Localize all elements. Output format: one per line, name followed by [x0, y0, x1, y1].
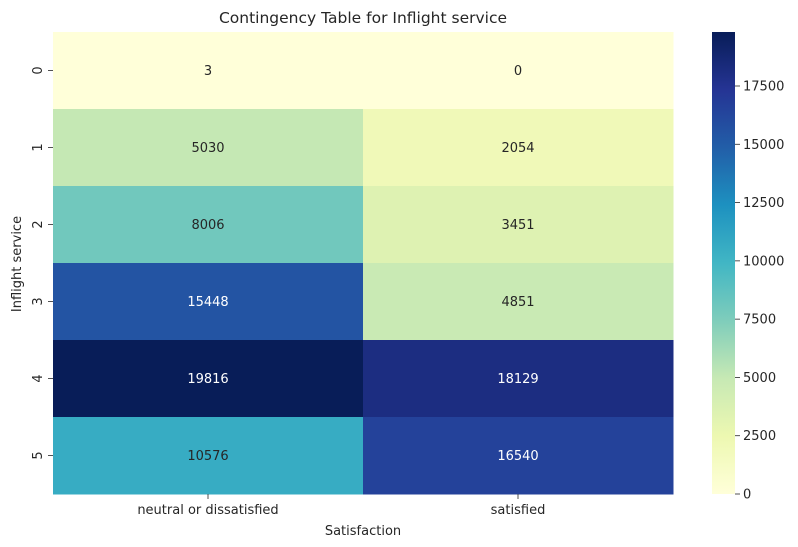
heatmap-cell: [363, 109, 674, 187]
colorbar-tick-label: 2500: [743, 429, 776, 444]
cell-value-label: 3451: [501, 218, 534, 233]
heatmap-cell: [53, 32, 364, 110]
cell-value-labels: 3 0 5030 2054 8006 3451 15448 4851 19816 18129 105…: [187, 64, 538, 464]
cell-value-label: 5030: [191, 141, 224, 156]
y-tick-label: 4: [31, 374, 46, 382]
y-tick-label: 0: [31, 66, 46, 74]
colorbar-tick-label: 15000: [743, 138, 784, 153]
heatmap-cell: [53, 340, 364, 418]
y-axis-ticks: 0 1 2 3 4 5: [31, 66, 53, 460]
cell-value-label: 10576: [187, 449, 228, 464]
colorbar-tick-label: 17500: [743, 79, 784, 94]
heatmap-cell: [53, 417, 364, 495]
heatmap-cell: [363, 263, 674, 341]
colorbar-tick-label: 10000: [743, 254, 784, 269]
cell-value-label: 16540: [497, 449, 538, 464]
heatmap-cell: [363, 340, 674, 418]
heatmap-cells: [53, 32, 674, 495]
cell-value-label: 8006: [191, 218, 224, 233]
cell-value-label: 2054: [501, 141, 534, 156]
colorbar-ticks: 0 2500 5000 7500 10000 12500 15000 17500: [735, 79, 784, 503]
y-tick-label: 3: [31, 297, 46, 305]
colorbar-tick-label: 0: [743, 488, 751, 503]
x-tick-label: satisfied: [491, 503, 546, 518]
colorbar-tick-label: 5000: [743, 371, 776, 386]
y-axis-label: Inflight service: [10, 216, 25, 312]
x-axis-ticks: neutral or dissatisfied satisfied: [137, 494, 545, 518]
colorbar-tick-label: 12500: [743, 196, 784, 211]
x-tick-label: neutral or dissatisfied: [137, 503, 278, 518]
y-tick-label: 5: [31, 451, 46, 459]
x-axis-label: Satisfaction: [325, 524, 401, 539]
chart-title: Contingency Table for Inflight service: [219, 9, 507, 27]
heatmap-cell: [363, 186, 674, 264]
y-tick-label: 2: [31, 220, 46, 228]
cell-value-label: 3: [204, 64, 212, 79]
cell-value-label: 0: [514, 64, 522, 79]
colorbar: [712, 32, 735, 494]
cell-value-label: 4851: [501, 295, 534, 310]
y-tick-label: 1: [31, 143, 46, 151]
cell-value-label: 19816: [187, 372, 228, 387]
colorbar-tick-label: 7500: [743, 313, 776, 328]
heatmap-cell: [363, 417, 674, 495]
heatmap-cell: [53, 186, 364, 264]
heatmap-cell: [53, 109, 364, 187]
cell-value-label: 15448: [187, 295, 228, 310]
heatmap-cell: [363, 32, 674, 110]
cell-value-label: 18129: [497, 372, 538, 387]
heatmap-cell: [53, 263, 364, 341]
